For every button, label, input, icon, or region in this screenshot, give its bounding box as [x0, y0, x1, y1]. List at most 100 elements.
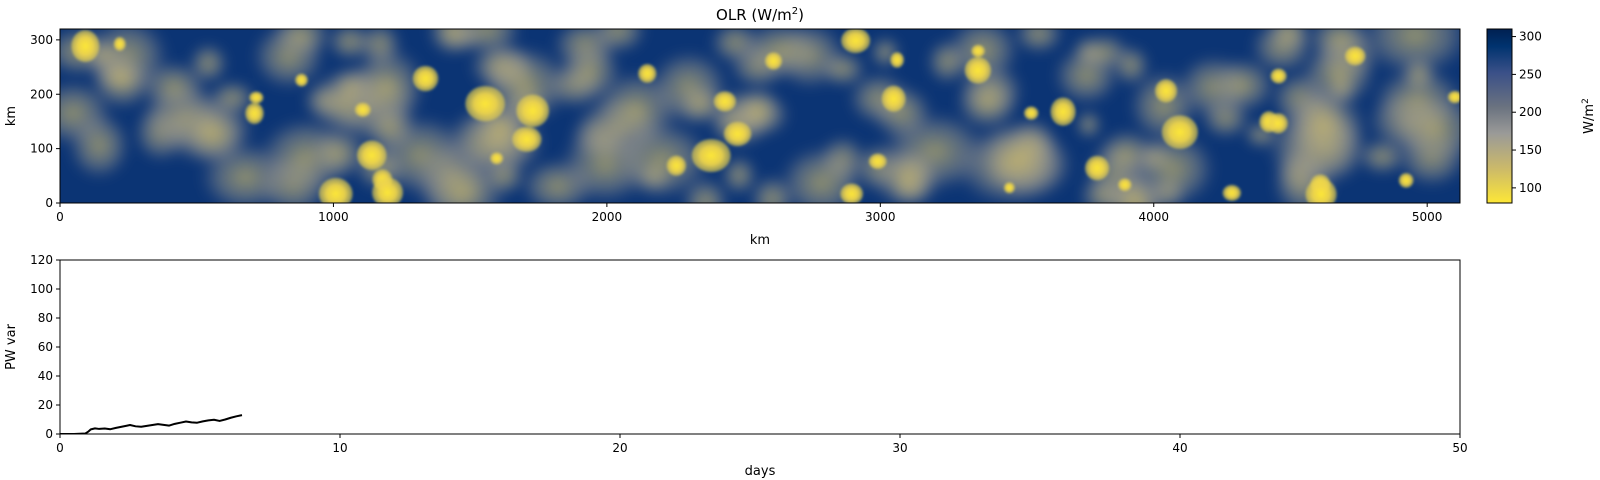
pw-y-axis: 0 20 40 60 80 100 120	[30, 253, 60, 441]
cloud-core	[356, 140, 387, 170]
cloud-core	[465, 85, 506, 122]
cloud-halo	[481, 157, 527, 196]
x-tick-label: 40	[1172, 441, 1187, 455]
cloud-halo	[362, 101, 419, 155]
cloud-halo	[1130, 130, 1217, 203]
olr-x-axis-label: km	[750, 233, 770, 248]
cloud-halo	[1400, 55, 1438, 94]
pw-var-panel: 0 10 20 30 40 50 0 20 40 60 80 100 120 days PW var	[4, 253, 1468, 479]
cloud-halo	[67, 110, 131, 181]
colorbar-tick-label: 150	[1519, 143, 1542, 157]
y-tick-label: 300	[30, 33, 53, 47]
colorbar: 100 150 200 250 300 W/m2	[1486, 28, 1597, 204]
colorbar-ticks: 100 150 200 250 300	[1512, 30, 1542, 195]
y-tick-label: 200	[30, 87, 53, 101]
pw-y-axis-label: PW var	[4, 323, 19, 369]
y-tick-label: 60	[38, 340, 53, 354]
cloud-core	[71, 30, 100, 63]
x-tick-label: 0	[56, 210, 64, 224]
colorbar-tick-label: 300	[1519, 30, 1542, 44]
x-tick-label: 2000	[592, 210, 623, 224]
cloud-core	[841, 29, 871, 54]
y-tick-label: 0	[45, 196, 53, 210]
cloud-core	[868, 153, 887, 170]
cloud-core	[691, 138, 731, 173]
cloud-halo	[589, 29, 647, 55]
olr-heatmap	[60, 29, 1460, 203]
y-tick-label: 0	[45, 427, 53, 441]
cloud-halo	[733, 85, 782, 135]
series-line-pw-var	[60, 414, 243, 434]
y-tick-label: 120	[30, 253, 53, 267]
cloud-core	[412, 65, 439, 92]
cloud-halo	[306, 127, 369, 180]
cloud-halo	[720, 155, 758, 196]
olr-x-axis: 0 1000 2000 3000 4000 5000	[56, 203, 1442, 224]
x-tick-label: 30	[892, 441, 907, 455]
cloud-core	[1050, 97, 1076, 126]
cloud-core	[1447, 90, 1460, 104]
colorbar-tick-label: 250	[1519, 67, 1542, 81]
cloud-core	[512, 126, 542, 152]
cloud-core	[1305, 178, 1337, 203]
cloud-core	[638, 63, 657, 83]
cloud-core	[1268, 113, 1288, 134]
cloud-core	[1398, 172, 1414, 188]
x-tick-label: 1000	[318, 210, 349, 224]
y-tick-label: 20	[38, 398, 53, 412]
y-tick-label: 40	[38, 369, 53, 383]
y-tick-label: 100	[30, 142, 53, 156]
olr-panel: OLR (W/m2) 0 1000 2000 3000 4000 5000 0 100 200…	[4, 6, 1597, 248]
cloud-halo	[738, 29, 823, 81]
x-tick-label: 3000	[865, 210, 896, 224]
x-tick-label: 50	[1452, 441, 1467, 455]
cloud-core	[113, 37, 126, 51]
cloud-core	[1222, 184, 1242, 201]
cloud-halo	[1075, 109, 1102, 140]
cloud-core	[1085, 155, 1110, 181]
colorbar-tick-label: 100	[1519, 181, 1542, 195]
cloud-halo	[1387, 93, 1460, 166]
cloud-halo	[188, 42, 229, 85]
colorbar-label: W/m2	[1581, 98, 1597, 134]
cloud-halo	[818, 50, 867, 88]
cloud-core	[249, 91, 264, 104]
cloud-core	[1154, 79, 1178, 103]
cloud-core	[723, 121, 752, 147]
cloud-core	[964, 57, 992, 84]
cloud-core	[840, 183, 864, 203]
cloud-core	[1270, 68, 1287, 84]
cloud-halo	[871, 144, 944, 203]
cloud-core	[666, 155, 687, 176]
cloud-halo	[610, 119, 714, 201]
cloud-halo	[1111, 44, 1151, 87]
cloud-core	[890, 52, 904, 68]
cloud-core	[318, 177, 353, 203]
cloud-core	[354, 102, 371, 117]
x-tick-label: 5000	[1412, 210, 1443, 224]
cloud-halo	[974, 118, 1065, 197]
colorbar-tick-label: 200	[1519, 105, 1542, 119]
cloud-cores	[71, 29, 1460, 203]
cloud-core	[1161, 115, 1198, 150]
cloud-halo	[89, 52, 155, 111]
cloud-core	[1003, 182, 1015, 194]
cloud-core	[372, 177, 404, 203]
pw-x-axis-label: days	[745, 464, 776, 479]
cloud-halo	[955, 75, 1020, 131]
cloud-core	[1024, 106, 1039, 120]
cloud-core	[490, 152, 504, 165]
cloud-core	[1118, 178, 1132, 192]
cloud-halo	[1209, 57, 1277, 114]
cloud-core	[881, 85, 906, 112]
olr-plot-frame	[59, 28, 1461, 204]
colorbar-gradient	[1486, 28, 1513, 204]
chart-title: OLR (W/m2)	[716, 6, 804, 24]
cloud-core	[245, 102, 264, 125]
cloud-halo	[777, 144, 866, 203]
x-tick-label: 10	[332, 441, 347, 455]
x-tick-label: 0	[56, 441, 64, 455]
pw-x-axis: 0 10 20 30 40 50	[56, 434, 1468, 455]
cloud-halo	[681, 176, 730, 203]
olr-y-axis-label: km	[4, 106, 19, 126]
